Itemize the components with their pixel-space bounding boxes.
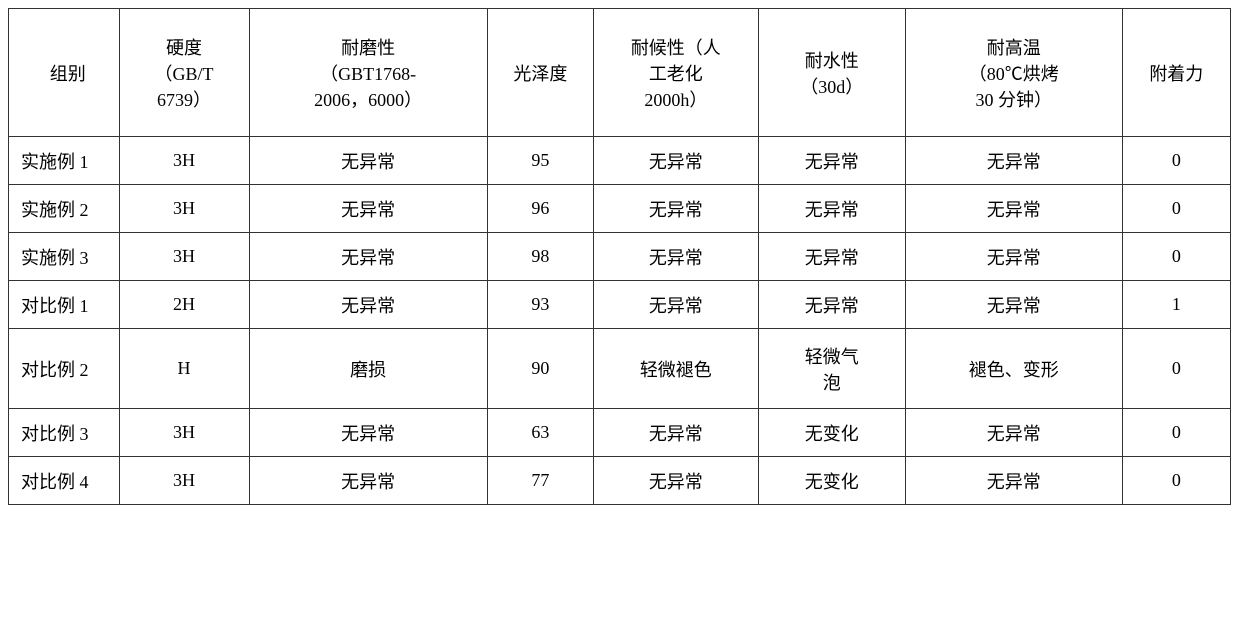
table-cell: 无异常	[758, 233, 905, 281]
table-cell: 无异常	[905, 457, 1122, 505]
table-cell: 0	[1122, 137, 1230, 185]
header-hardness: 硬度（GB/T6739）	[119, 9, 249, 137]
table-cell: 无异常	[758, 137, 905, 185]
table-cell: 无异常	[593, 185, 758, 233]
table-cell: 无变化	[758, 457, 905, 505]
header-group: 组别	[9, 9, 120, 137]
table-cell: 磨损	[249, 329, 487, 409]
table-cell: 实施例 2	[9, 185, 120, 233]
header-gloss: 光泽度	[487, 9, 593, 137]
header-adhesion: 附着力	[1122, 9, 1230, 137]
table-cell: 0	[1122, 233, 1230, 281]
table-cell: 对比例 4	[9, 457, 120, 505]
header-weather: 耐候性（人工老化2000h）	[593, 9, 758, 137]
table-cell: 0	[1122, 185, 1230, 233]
table-cell: 无异常	[905, 281, 1122, 329]
table-row: 对比例 33H无异常63无异常无变化无异常0	[9, 409, 1231, 457]
header-heat: 耐高温（80℃烘烤30 分钟）	[905, 9, 1122, 137]
table-row: 实施例 23H无异常96无异常无异常无异常0	[9, 185, 1231, 233]
table-row: 对比例 43H无异常77无异常无变化无异常0	[9, 457, 1231, 505]
table-cell: 无异常	[249, 233, 487, 281]
table-cell: 0	[1122, 409, 1230, 457]
table-cell: 98	[487, 233, 593, 281]
table-cell: 3H	[119, 137, 249, 185]
table-cell: 1	[1122, 281, 1230, 329]
table-cell: 无异常	[249, 457, 487, 505]
table-header-row: 组别 硬度（GB/T6739） 耐磨性（GBT1768-2006，6000） 光…	[9, 9, 1231, 137]
data-table: 组别 硬度（GB/T6739） 耐磨性（GBT1768-2006，6000） 光…	[8, 8, 1231, 505]
table-cell: 轻微褪色	[593, 329, 758, 409]
table-row: 实施例 33H无异常98无异常无异常无异常0	[9, 233, 1231, 281]
table-cell: 无异常	[905, 137, 1122, 185]
table-cell: 无异常	[593, 281, 758, 329]
table-cell: 实施例 1	[9, 137, 120, 185]
header-abrasion: 耐磨性（GBT1768-2006，6000）	[249, 9, 487, 137]
table-header: 组别 硬度（GB/T6739） 耐磨性（GBT1768-2006，6000） 光…	[9, 9, 1231, 137]
table-cell: 无异常	[249, 281, 487, 329]
table-cell: 2H	[119, 281, 249, 329]
table-cell: 无异常	[758, 281, 905, 329]
table-cell: 93	[487, 281, 593, 329]
table-cell: 无异常	[593, 233, 758, 281]
table-cell: 无异常	[249, 137, 487, 185]
table-cell: 对比例 1	[9, 281, 120, 329]
table-body: 实施例 13H无异常95无异常无异常无异常0实施例 23H无异常96无异常无异常…	[9, 137, 1231, 505]
table-cell: 95	[487, 137, 593, 185]
table-cell: 无异常	[905, 185, 1122, 233]
table-cell: 无异常	[905, 409, 1122, 457]
table-cell: 对比例 3	[9, 409, 120, 457]
table-cell: 实施例 3	[9, 233, 120, 281]
table-cell: 77	[487, 457, 593, 505]
table-cell: 无异常	[905, 233, 1122, 281]
table-row: 对比例 2H磨损90轻微褪色轻微气泡褪色、变形0	[9, 329, 1231, 409]
table-cell: H	[119, 329, 249, 409]
table-row: 对比例 12H无异常93无异常无异常无异常1	[9, 281, 1231, 329]
table-cell: 90	[487, 329, 593, 409]
table-cell: 3H	[119, 409, 249, 457]
table-cell: 无异常	[249, 185, 487, 233]
table-cell: 96	[487, 185, 593, 233]
table-cell: 无变化	[758, 409, 905, 457]
table-cell: 轻微气泡	[758, 329, 905, 409]
table-cell: 对比例 2	[9, 329, 120, 409]
table-cell: 无异常	[593, 409, 758, 457]
table-cell: 0	[1122, 329, 1230, 409]
table-cell: 无异常	[758, 185, 905, 233]
table-row: 实施例 13H无异常95无异常无异常无异常0	[9, 137, 1231, 185]
table-cell: 无异常	[249, 409, 487, 457]
table-cell: 3H	[119, 457, 249, 505]
table-cell: 63	[487, 409, 593, 457]
table-cell: 3H	[119, 233, 249, 281]
table-cell: 褪色、变形	[905, 329, 1122, 409]
table-cell: 无异常	[593, 137, 758, 185]
header-water: 耐水性（30d）	[758, 9, 905, 137]
table-cell: 无异常	[593, 457, 758, 505]
table-cell: 0	[1122, 457, 1230, 505]
table-cell: 3H	[119, 185, 249, 233]
